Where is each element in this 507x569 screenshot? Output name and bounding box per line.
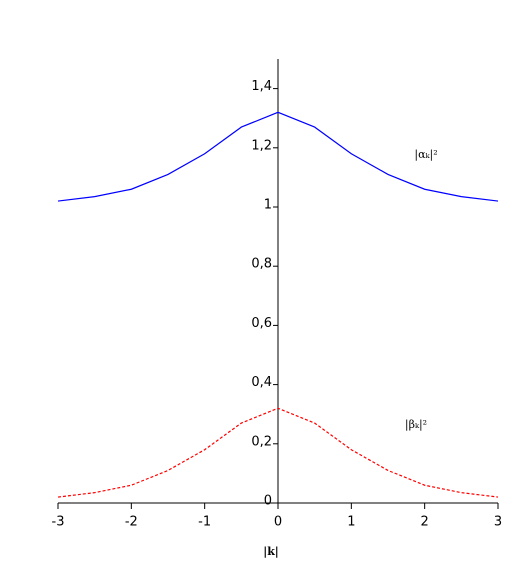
series-line [57,111,499,202]
x-tick-label: 1 [347,515,355,530]
y-tick-label: 1,2 [251,138,272,153]
y-tick-label: 1,4 [251,79,272,94]
y-tick-label: 0 [264,494,272,509]
series-label: |βₖ|² [405,418,427,432]
y-tick-label: 1 [264,198,272,213]
x-tick-label: -1 [198,515,211,530]
x-axis-label: |k| [263,545,279,558]
x-tick-label: 2 [421,515,429,530]
y-tick-label: 0,6 [251,316,272,331]
x-tick-label: 3 [494,515,502,530]
y-tick-label: 0,4 [251,375,272,390]
x-tick-label: -3 [52,515,65,530]
series-line [57,407,499,498]
series-label: |αₖ|² [414,148,437,162]
x-tick-label: -2 [125,515,138,530]
y-tick-label: 0,8 [251,257,272,272]
y-tick-label: 0,2 [251,434,272,449]
x-tick-label: 0 [274,515,282,530]
